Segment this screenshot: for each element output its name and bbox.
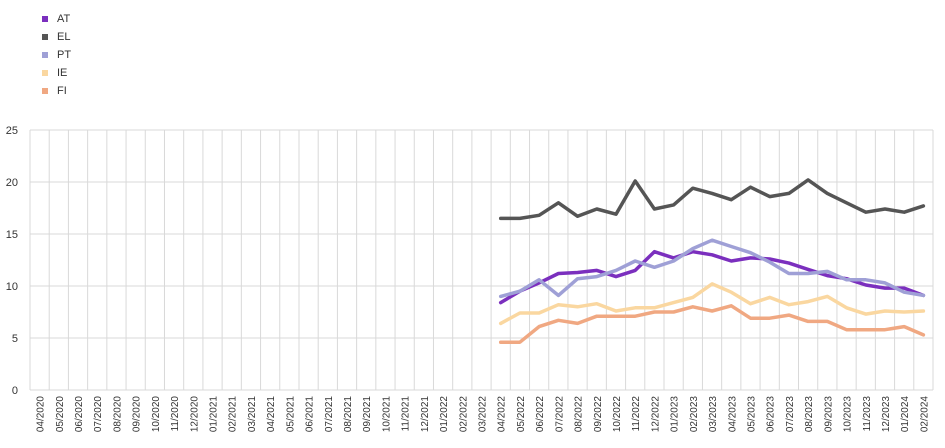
x-tick-label: 10/2020 (151, 396, 162, 433)
legend-label: FI (57, 85, 67, 97)
x-tick-label: 09/2021 (362, 396, 373, 433)
legend-label: EL (57, 31, 71, 43)
legend-swatch (42, 34, 48, 40)
x-tick-label: 05/2021 (285, 396, 296, 433)
x-tick-label: 04/2022 (497, 396, 508, 433)
y-axis: 0 5 10 15 20 25 (6, 125, 18, 397)
x-tick-label: 09/2023 (823, 396, 834, 433)
x-tick-label: 02/2024 (919, 396, 930, 433)
legend-item-fi: FI (42, 82, 71, 100)
x-tick-label: 06/2022 (535, 396, 546, 433)
x-tick-label: 08/2021 (343, 396, 354, 433)
x-tick-label: 09/2020 (132, 396, 143, 433)
series-line-fi (498, 304, 926, 344)
x-tick-label: 10/2022 (612, 396, 623, 433)
legend-label: IE (57, 67, 68, 79)
x-tick-label: 11/2023 (862, 396, 873, 432)
series-line-ie (498, 282, 926, 326)
grid (29, 129, 934, 391)
x-tick-label: 01/2021 (209, 396, 220, 433)
x-tick-label: 06/2023 (766, 396, 777, 433)
x-tick-label: 07/2023 (785, 396, 796, 433)
x-tick-label: 11/2022 (631, 396, 642, 432)
x-tick-label: 08/2020 (112, 396, 123, 433)
legend-item-el: EL (42, 28, 71, 46)
legend-item-at: AT (42, 10, 71, 28)
x-tick-label: 08/2023 (804, 396, 815, 433)
x-tick-label: 05/2022 (516, 396, 527, 433)
x-tick-label: 04/2021 (266, 396, 277, 433)
x-tick-label: 10/2023 (843, 396, 854, 433)
series-lines (498, 178, 926, 344)
x-tick-label: 05/2020 (55, 396, 66, 433)
legend-swatch (42, 88, 48, 94)
x-tick-label: 12/2021 (420, 396, 431, 433)
x-tick-label: 02/2022 (458, 396, 469, 433)
x-tick-label: 04/2020 (36, 396, 47, 433)
x-tick-label: 07/2021 (324, 396, 335, 433)
series-line-el (498, 178, 926, 221)
x-tick-label: 01/2023 (670, 396, 681, 433)
y-tick-label: 20 (6, 177, 18, 189)
x-tick-label: 01/2024 (900, 396, 911, 433)
x-tick-label: 07/2022 (554, 396, 565, 433)
x-tick-label: 06/2021 (305, 396, 316, 433)
x-tick-label: 03/2021 (247, 396, 258, 433)
x-tick-label: 07/2020 (93, 396, 104, 433)
x-tick-label: 11/2020 (170, 396, 181, 432)
x-tick-label: 01/2022 (439, 396, 450, 433)
series-line-pt (498, 238, 926, 299)
legend-swatch (42, 52, 48, 58)
y-tick-label: 0 (12, 385, 18, 397)
x-tick-label: 05/2023 (746, 396, 757, 433)
legend-swatch (42, 70, 48, 76)
x-tick-label: 12/2020 (189, 396, 200, 433)
series-line-at (498, 249, 926, 305)
x-tick-label: 04/2023 (727, 396, 738, 433)
y-tick-label: 25 (6, 125, 18, 137)
x-tick-label: 06/2020 (74, 396, 85, 433)
x-tick-label: 12/2022 (650, 396, 661, 433)
x-tick-label: 03/2022 (478, 396, 489, 433)
x-tick-label: 09/2022 (593, 396, 604, 433)
legend: AT EL PT IE FI (42, 10, 71, 100)
x-axis: 04/2020 05/2020 06/2020 07/2020 08/2020 09/20… (36, 396, 931, 433)
y-tick-label: 5 (12, 333, 18, 345)
x-tick-label: 11/2021 (401, 396, 412, 432)
legend-label: AT (57, 13, 71, 25)
legend-swatch (42, 16, 48, 22)
x-tick-label: 12/2023 (881, 396, 892, 433)
y-tick-label: 15 (6, 229, 18, 241)
x-tick-label: 03/2023 (708, 396, 719, 433)
legend-item-pt: PT (42, 46, 71, 64)
x-tick-label: 02/2023 (689, 396, 700, 433)
legend-label: PT (57, 49, 72, 61)
legend-item-ie: IE (42, 64, 71, 82)
x-tick-label: 08/2022 (574, 396, 585, 433)
x-tick-label: 02/2021 (228, 396, 239, 433)
y-tick-label: 10 (6, 281, 18, 293)
x-tick-label: 10/2021 (381, 396, 392, 433)
